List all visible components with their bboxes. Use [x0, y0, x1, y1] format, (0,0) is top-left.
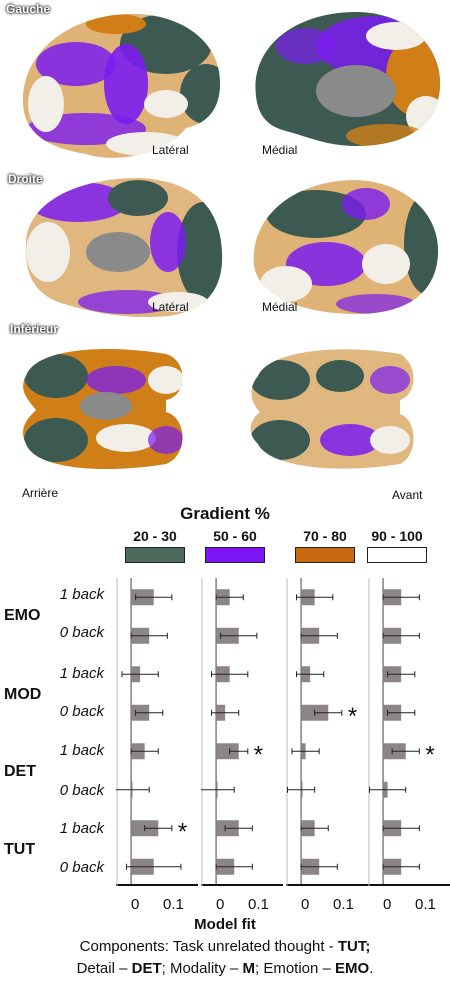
legend-label: 70 - 80 [303, 528, 347, 544]
chart-panel-50-60: * [201, 578, 283, 886]
row-label-det-0back: 0 back [59, 782, 104, 799]
chart-panel-20-30: * [116, 578, 198, 886]
row-label-emo-1back: 1 back [59, 586, 104, 603]
view-label-medial-left: Médial [262, 143, 298, 157]
legend-swatch [125, 547, 185, 563]
chart-panel-90-100: * [368, 578, 450, 886]
component-label-tut: TUT [4, 841, 36, 858]
component-label-mod: MOD [4, 686, 42, 703]
caption-text: Components: Task unrelated thought - [79, 938, 338, 955]
brain-right-lateral-image [25, 178, 223, 318]
brain-right-medial-image [253, 180, 439, 314]
legend-label: 20 - 30 [133, 528, 177, 544]
brain-inferior-left-image [23, 349, 183, 470]
view-label-lateral-left: Latéral [152, 143, 189, 157]
legend-label: 90 - 100 [371, 528, 423, 544]
legend-swatch [295, 547, 355, 563]
legend-swatch [367, 547, 427, 563]
legend-label: 50 - 60 [213, 528, 257, 544]
section-label-inferior: Inférieur [10, 322, 59, 336]
caption-text: ; Modality – [161, 960, 243, 977]
brain-inferior-right-image [250, 349, 414, 469]
legend-item-50-60: 50 - 60 [190, 528, 280, 563]
caption-emo: EMO [335, 960, 370, 977]
caption-text: ; Emotion – [255, 960, 336, 977]
caption-text: Detail – [76, 960, 132, 977]
brain-left-medial-image [255, 12, 441, 146]
row-label-emo-0back: 0 back [59, 624, 104, 641]
x-tick-0: 0 [216, 896, 225, 913]
brain-left-lateral-image [22, 13, 221, 158]
x-axis-title: Model fit [194, 916, 256, 933]
bar [216, 743, 239, 760]
x-tick-0: 0 [301, 896, 310, 913]
significance-marker: * [254, 741, 263, 768]
view-label-back: Arrière [22, 486, 59, 500]
component-label-det: DET [4, 763, 36, 780]
row-label-tut-0back: 0 back [59, 859, 104, 876]
view-label-lateral-right: Latéral [152, 300, 189, 314]
section-label-right: Droite [8, 172, 43, 186]
caption-det: DET [131, 960, 162, 977]
significance-marker: * [348, 703, 357, 730]
row-label-tut-1back: 1 back [59, 820, 104, 837]
x-tick-0: 0 [131, 896, 140, 913]
x-tick-0.1: 0.1 [163, 896, 184, 913]
row-label-mod-1back: 1 back [59, 665, 104, 682]
legend-swatch [205, 547, 265, 563]
x-tick-0.1: 0.1 [415, 896, 436, 913]
component-label-emo: EMO [4, 607, 41, 624]
x-tick-0.1: 0.1 [248, 896, 269, 913]
significance-marker: * [178, 818, 187, 845]
view-label-medial-right: Médial [262, 300, 298, 314]
row-label-mod-0back: 0 back [59, 703, 104, 720]
row-label-det-1back: 1 back [59, 742, 104, 759]
caption-tut: TUT; [337, 938, 371, 955]
legend-item-90-100: 90 - 100 [352, 528, 442, 563]
legend-item-20-30: 20 - 30 [110, 528, 200, 563]
x-tick-0.1: 0.1 [333, 896, 354, 913]
significance-marker: * [425, 741, 434, 768]
caption-line-2: Detail – DET; Modality – M; Emotion – EM… [0, 960, 450, 977]
legend-item-70-80: 70 - 80 [280, 528, 370, 563]
caption-line-1: Components: Task unrelated thought - TUT… [0, 938, 450, 955]
caption-m: M [242, 960, 256, 977]
caption-text: . [369, 960, 374, 977]
x-tick-0: 0 [383, 896, 392, 913]
chart-panel-70-80: * [286, 578, 368, 886]
section-label-left: Gauche [6, 2, 51, 16]
legend-title: Gradient % [180, 504, 270, 523]
view-label-front: Avant [392, 488, 423, 502]
